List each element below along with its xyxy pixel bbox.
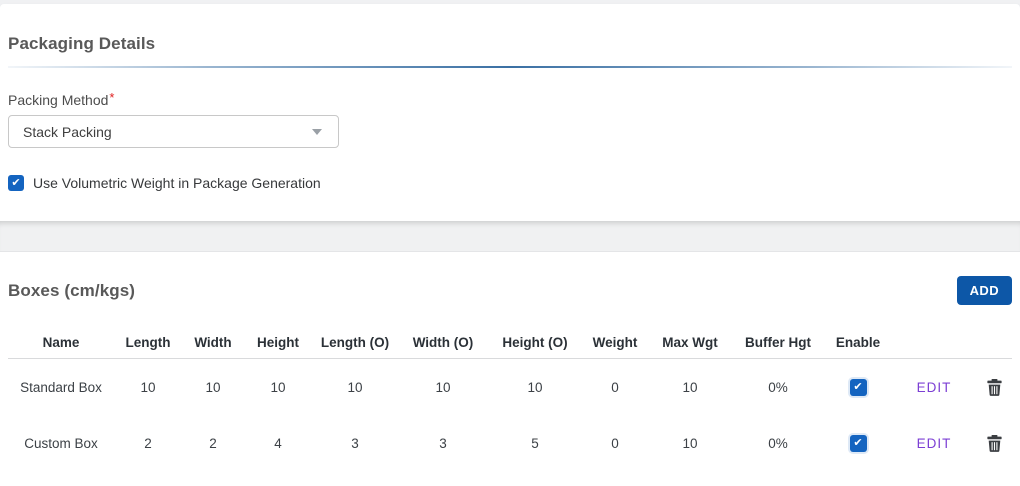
column-header-length: Length (125, 334, 171, 350)
box-name: Custom Box (24, 435, 98, 451)
box-weight: 0 (611, 435, 619, 451)
box-buffer-hgt: 0% (768, 379, 788, 395)
box-length-o: 3 (351, 435, 359, 451)
packaging-details-title: Packaging Details (8, 34, 156, 53)
enable-checkbox[interactable] (849, 435, 867, 452)
box-length: 2 (144, 435, 152, 451)
box-width-o: 3 (439, 435, 447, 451)
trash-icon (986, 434, 1002, 452)
delete-box-button[interactable] (986, 378, 1002, 396)
box-max-wgt: 10 (682, 379, 698, 395)
chevron-down-icon (312, 128, 322, 135)
column-header-width-o: Width (O) (412, 334, 474, 350)
delete-box-button[interactable] (986, 434, 1002, 452)
column-header-length-o: Length (O) (320, 334, 390, 350)
packaging-details-section: Packaging Details Packing Method* Stack … (0, 4, 1020, 221)
column-header-height-o: Height (O) (502, 334, 568, 350)
trash-icon (986, 378, 1002, 396)
column-header-enable: Enable (835, 334, 881, 350)
required-asterisk: * (109, 90, 115, 105)
edit-link[interactable]: EDIT (916, 379, 952, 395)
enable-checkbox[interactable] (849, 379, 867, 396)
edit-link[interactable]: EDIT (916, 435, 952, 451)
section-gap (0, 221, 1020, 251)
volumetric-weight-label: Use Volumetric Weight in Package Generat… (33, 175, 321, 191)
table-header-row: Name Length Width Height Length (O) Widt… (8, 326, 1012, 359)
column-header-weight: Weight (592, 334, 638, 350)
table-row: Standard Box 10 10 10 10 10 10 0 10 0% E… (8, 359, 1012, 415)
box-height: 10 (270, 379, 286, 395)
box-height-o: 10 (527, 379, 543, 395)
column-header-name: Name (42, 334, 80, 350)
column-header-buffer-hgt: Buffer Hgt (745, 334, 811, 350)
packing-method-select[interactable]: Stack Packing (8, 115, 339, 148)
section-divider (8, 66, 1012, 68)
box-width: 2 (209, 435, 217, 451)
boxes-section: Boxes (cm/kgs) ADD Name Length Width Hei… (0, 251, 1020, 486)
volumetric-weight-checkbox[interactable] (8, 175, 24, 191)
box-max-wgt: 10 (682, 435, 698, 451)
column-header-height: Height (257, 334, 299, 350)
boxes-title: Boxes (cm/kgs) (8, 280, 136, 300)
packing-method-value: Stack Packing (23, 123, 112, 140)
box-buffer-hgt: 0% (768, 435, 788, 451)
box-name: Standard Box (20, 379, 102, 395)
box-length: 10 (140, 379, 156, 395)
add-box-button[interactable]: ADD (956, 276, 1012, 305)
volumetric-weight-row: Use Volumetric Weight in Package Generat… (8, 175, 1012, 191)
box-height: 4 (274, 435, 282, 451)
boxes-header: Boxes (cm/kgs) ADD (8, 276, 1012, 305)
column-header-width: Width (194, 334, 232, 350)
boxes-table: Name Length Width Height Length (O) Widt… (8, 326, 1012, 471)
box-weight: 0 (611, 379, 619, 395)
column-header-max-wgt: Max Wgt (662, 334, 718, 350)
box-length-o: 10 (347, 379, 363, 395)
table-row: Custom Box 2 2 4 3 3 5 0 10 0% EDIT (8, 415, 1012, 471)
box-width: 10 (205, 379, 221, 395)
packing-method-label: Packing Method* (8, 90, 115, 108)
box-height-o: 5 (531, 435, 539, 451)
box-width-o: 10 (435, 379, 451, 395)
